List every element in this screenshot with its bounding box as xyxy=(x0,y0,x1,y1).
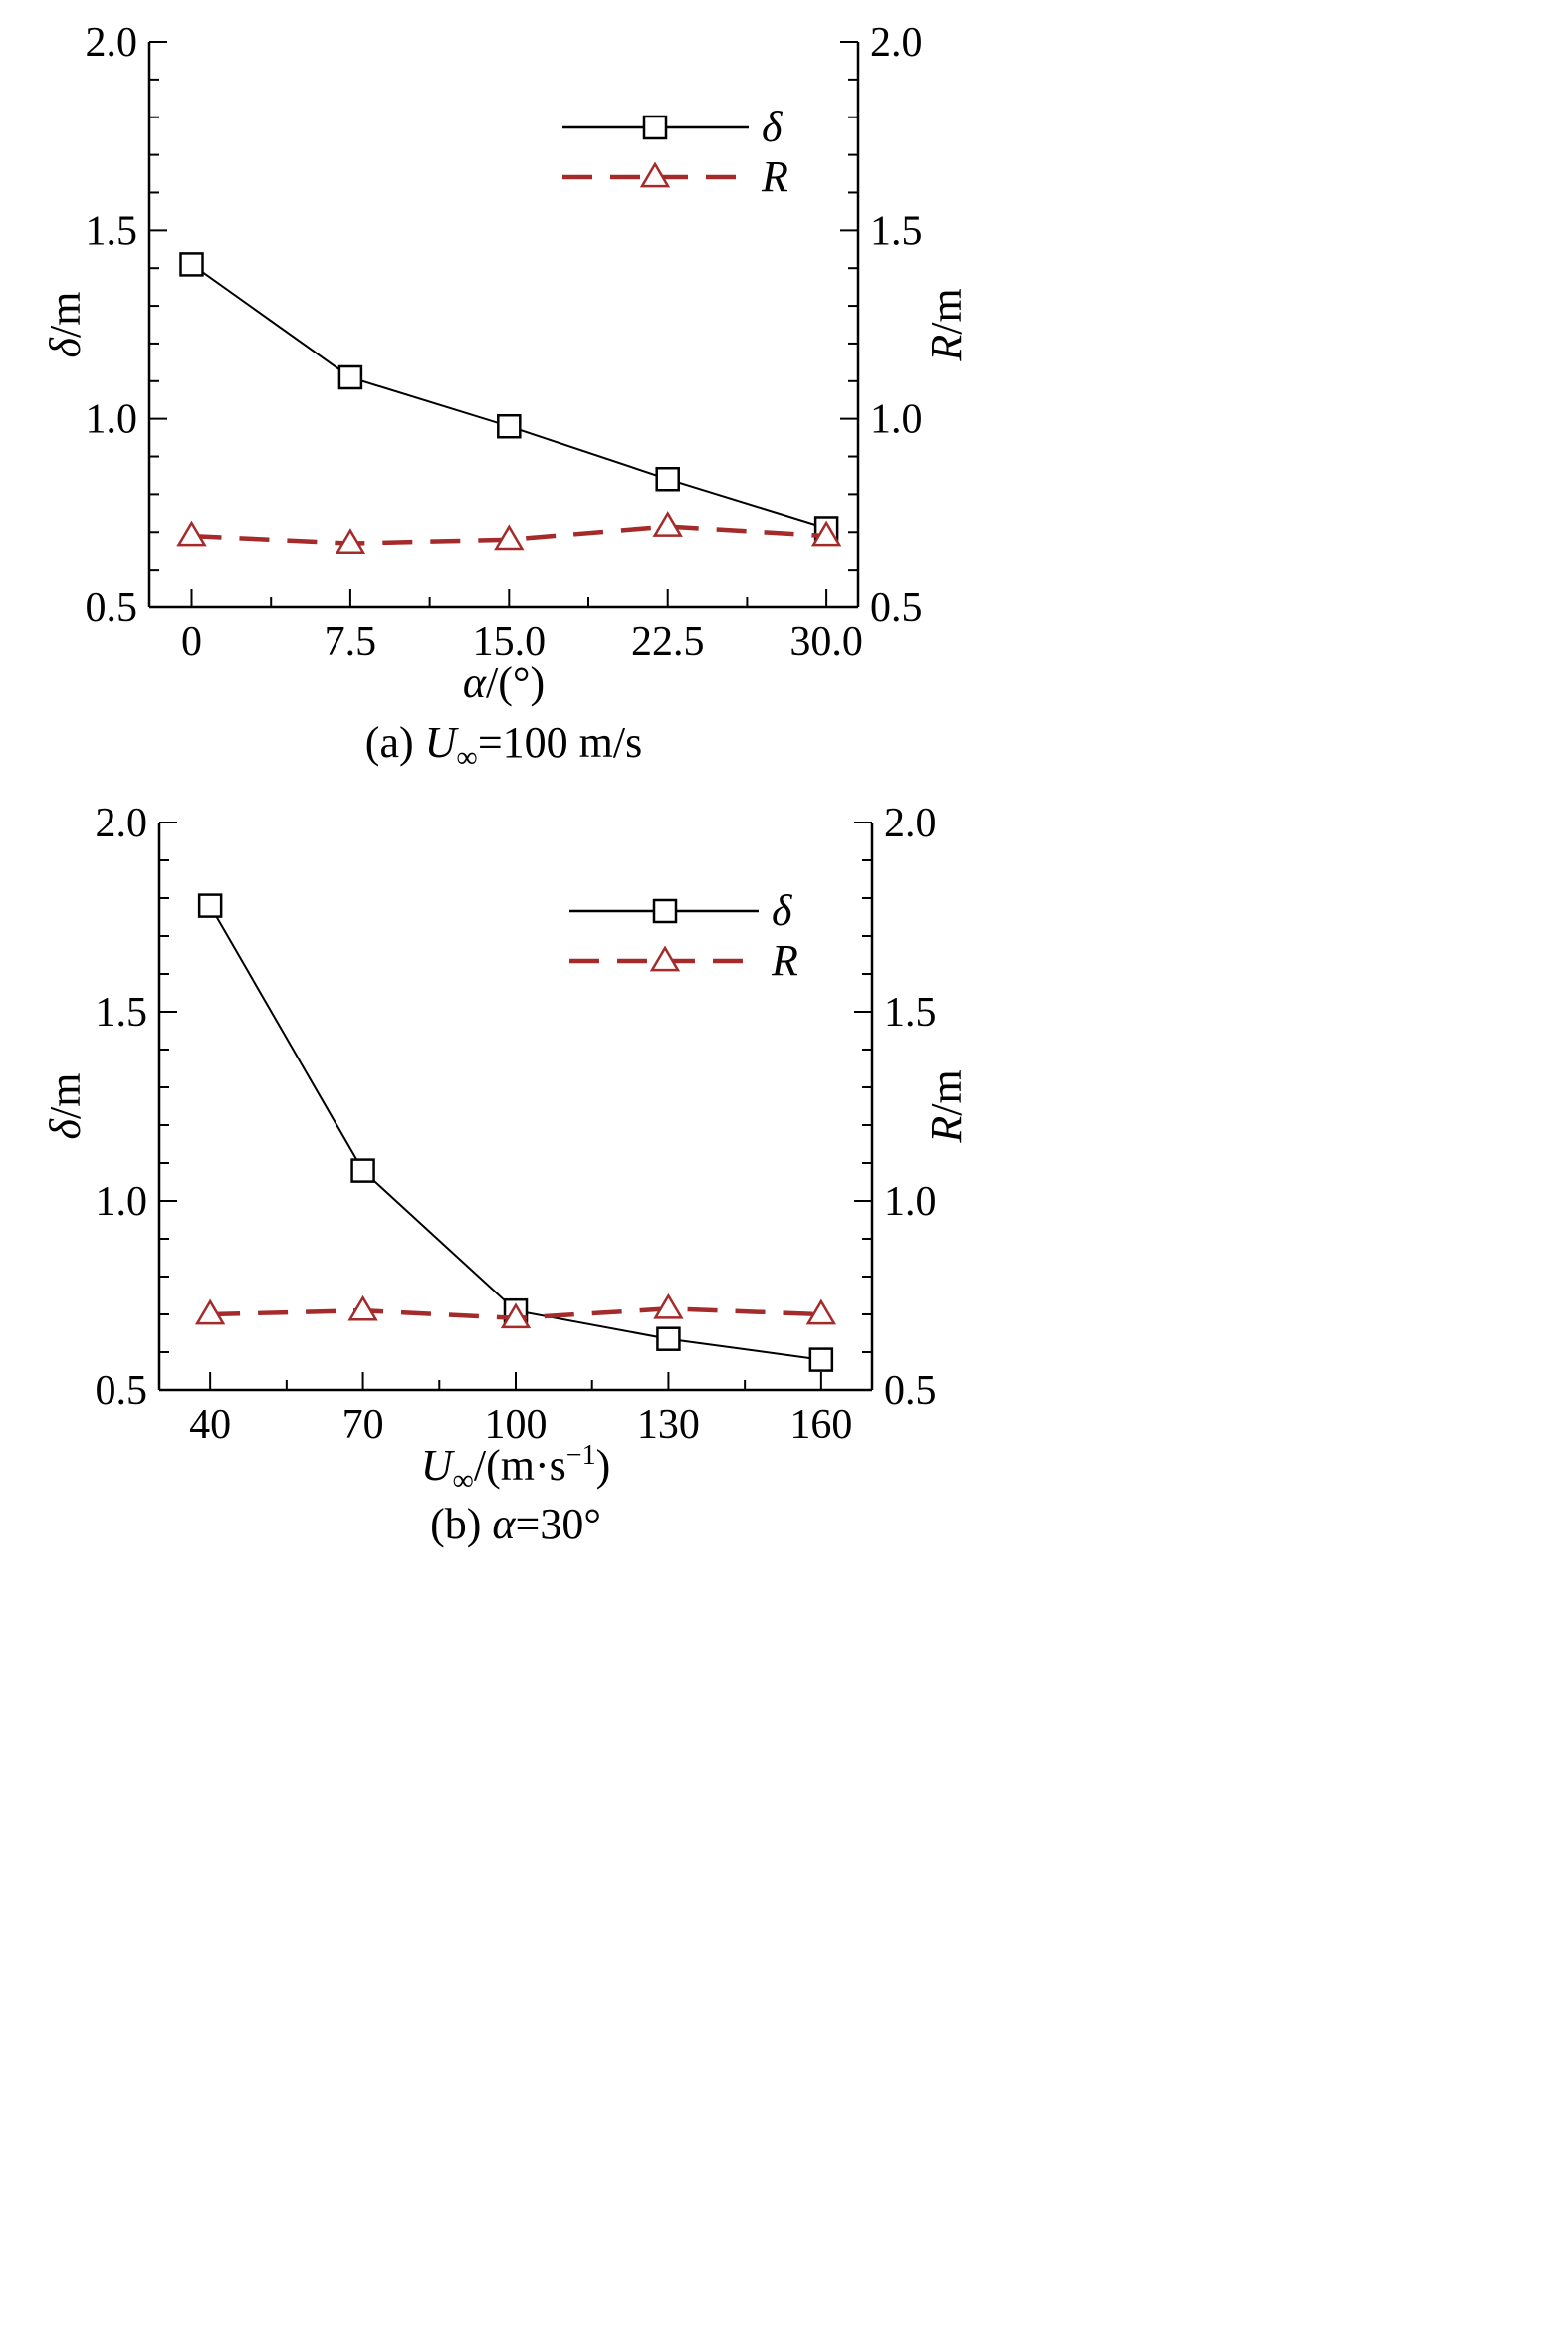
data-point-square xyxy=(179,252,204,277)
y-right-tick-label: 2.0 xyxy=(884,801,937,846)
caption-prefix: (a) xyxy=(365,718,425,767)
x-tick-label: 0 xyxy=(181,619,202,665)
y-right-axis-title-var: R xyxy=(922,1116,971,1144)
y-left-tick-label: 0.5 xyxy=(86,586,138,631)
y-right-axis-title: R/m xyxy=(922,288,971,361)
data-point-triangle xyxy=(347,1294,378,1321)
legend-label: R xyxy=(761,152,788,201)
y-right-tick-label: 1.5 xyxy=(870,208,923,254)
x-axis-title: α/(°) xyxy=(463,658,545,707)
series-delta xyxy=(197,893,834,1372)
data-point-triangle xyxy=(335,528,366,554)
x-tick-label: 70 xyxy=(342,1402,384,1448)
caption-var: U xyxy=(425,718,460,767)
y-right-tick-label: 0.5 xyxy=(884,1368,937,1414)
series-r xyxy=(194,1292,837,1329)
y-left-axis-title-rest: /m xyxy=(41,1073,90,1119)
y-right-axis-title-rest: /m xyxy=(922,288,971,334)
y-left-axis-title-var: δ xyxy=(41,336,90,357)
panel-caption: (b) α=30° xyxy=(430,1500,601,1548)
x-axis-title-rest: /(°) xyxy=(486,658,545,707)
legend-marker-triangle xyxy=(649,945,681,972)
x-axis-title: U∞/(m·s−1) xyxy=(421,1440,611,1497)
y-left-axis-title-var: δ xyxy=(41,1117,90,1139)
data-point-triangle xyxy=(176,520,207,547)
y-right-tick-label: 2.0 xyxy=(870,20,923,66)
series-delta xyxy=(179,252,839,541)
data-point-triangle xyxy=(500,1302,532,1329)
legend-label: R xyxy=(771,936,798,985)
chart-panel-a: 0.5 0.5 1.0 1.0 1.5 1.5 2.0 2.0 0 7.5 15.0 22.5 30.0… xyxy=(41,20,971,774)
data-point-triangle xyxy=(653,1292,684,1319)
series-line xyxy=(191,524,827,546)
x-axis-title-sup: −1 xyxy=(566,1440,596,1471)
y-right-axis-title: R/m xyxy=(922,1069,971,1143)
y-left-tick-label: 1.0 xyxy=(96,1179,148,1225)
y-right-tick-label: 1.0 xyxy=(870,397,923,443)
legend-marker-square xyxy=(642,115,668,140)
x-axis-title-var: U xyxy=(421,1441,456,1490)
x-axis-title-rest: /(m·s xyxy=(474,1441,566,1490)
y-left-axis-title: δ/m xyxy=(41,1073,90,1140)
y-right-axis-title-var: R xyxy=(922,335,971,362)
data-point-triangle xyxy=(810,520,842,547)
y-left-tick-label: 1.5 xyxy=(86,208,138,254)
data-point-triangle xyxy=(805,1298,837,1325)
x-tick-label: 22.5 xyxy=(631,619,705,665)
panel-caption: (a) U∞=100 m/s xyxy=(365,718,642,774)
series-line xyxy=(209,905,822,1361)
data-point-square xyxy=(337,364,363,390)
legend-entry-delta: δ xyxy=(562,103,784,151)
data-point-square xyxy=(197,893,223,918)
x-tick-label: 40 xyxy=(189,1402,231,1448)
x-tick-label: 30.0 xyxy=(789,619,863,665)
data-point-square xyxy=(655,467,680,492)
chart-panel-b: 0.5 0.51.0 1.01.5 1.52.0 2.040 70 100 130 160U∞/… xyxy=(41,801,971,1548)
legend-entry-r: R xyxy=(562,152,788,201)
x-tick-label: 15.0 xyxy=(473,619,547,665)
caption-suffix: =100 m/s xyxy=(478,718,642,767)
data-point-triangle xyxy=(494,524,525,551)
x-axis-title-sub: ∞ xyxy=(453,1464,474,1497)
y-left-axis-title: δ/m xyxy=(41,292,90,358)
legend-entry-r: R xyxy=(569,936,798,985)
x-axis-title-end: ) xyxy=(596,1441,611,1490)
data-point-square xyxy=(497,413,522,439)
legend-marker-square xyxy=(652,898,678,924)
series-line xyxy=(190,263,827,530)
legend-entry-delta: δ xyxy=(569,886,793,935)
y-right-tick-label: 0.5 xyxy=(870,586,923,631)
caption-suffix: =30° xyxy=(516,1500,601,1548)
data-point-triangle xyxy=(194,1298,226,1325)
data-point-square xyxy=(808,1347,834,1372)
x-tick-label: 160 xyxy=(789,1402,852,1448)
caption-sub: ∞ xyxy=(456,741,477,774)
data-point-square xyxy=(656,1326,681,1351)
y-left-tick-label: 2.0 xyxy=(96,801,148,846)
legend-label: δ xyxy=(772,886,793,935)
y-right-tick-label: 1.0 xyxy=(884,1179,937,1225)
caption-var: α xyxy=(492,1500,516,1548)
caption-prefix: (b) xyxy=(430,1500,492,1548)
series-r xyxy=(176,511,842,554)
legend-marker-triangle xyxy=(639,161,671,188)
y-left-tick-label: 2.0 xyxy=(86,20,138,66)
legend-label: δ xyxy=(762,103,784,151)
y-right-tick-label: 1.5 xyxy=(884,990,937,1036)
x-tick-label: 7.5 xyxy=(325,619,377,665)
y-left-axis-title-rest: /m xyxy=(41,292,90,338)
y-left-tick-label: 1.0 xyxy=(86,397,138,443)
y-right-axis-title-rest: /m xyxy=(922,1069,971,1115)
x-tick-label: 130 xyxy=(637,1402,700,1448)
x-tick-label: 100 xyxy=(485,1402,548,1448)
y-left-tick-label: 0.5 xyxy=(96,1368,148,1414)
y-left-tick-label: 1.5 xyxy=(96,990,148,1036)
x-axis-title-var: α xyxy=(463,658,487,707)
data-point-triangle xyxy=(652,511,683,537)
data-point-square xyxy=(350,1158,375,1183)
